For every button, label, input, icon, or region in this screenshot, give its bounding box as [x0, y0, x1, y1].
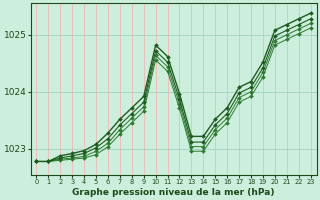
X-axis label: Graphe pression niveau de la mer (hPa): Graphe pression niveau de la mer (hPa) [72, 188, 275, 197]
